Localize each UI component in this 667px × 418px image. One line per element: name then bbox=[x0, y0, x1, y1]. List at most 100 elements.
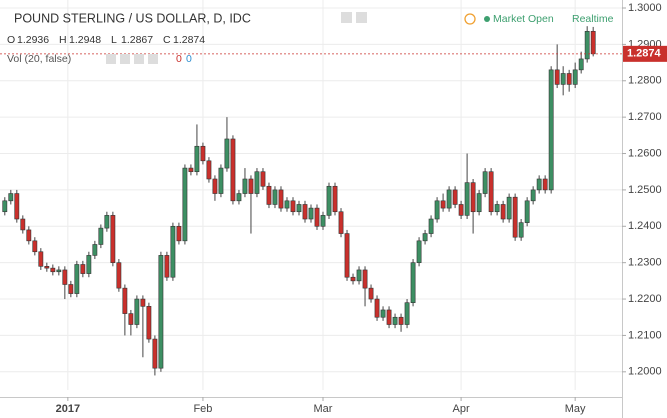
volume-value: 0 bbox=[186, 53, 192, 65]
candle-body bbox=[398, 316, 404, 325]
y-tick-label: 1.2300 bbox=[628, 257, 662, 269]
ohlc-key: L bbox=[111, 34, 117, 46]
axes: 1.2000 1.2100 1.2200 1.2300 1.2400 1.2500 1.26… bbox=[56, 2, 667, 415]
candle-body bbox=[122, 287, 128, 314]
y-tick-label: 1.2500 bbox=[628, 184, 662, 196]
status-dot bbox=[484, 16, 490, 22]
candle-body bbox=[272, 189, 278, 205]
ohlc-value: 1.2867 bbox=[121, 34, 153, 46]
candles bbox=[0, 26, 622, 376]
vol-icon[interactable] bbox=[134, 54, 144, 64]
ohlc-value: 1.2948 bbox=[69, 34, 101, 46]
candle-body bbox=[2, 200, 8, 213]
ohlc-legend: O 1.2936 H 1.2948 L 1.2867 C 1.2874 bbox=[7, 34, 205, 46]
vol-icon[interactable] bbox=[148, 54, 158, 64]
candle-body bbox=[452, 189, 458, 205]
vol-icon[interactable] bbox=[106, 54, 116, 64]
candle-body bbox=[152, 338, 158, 369]
candle-body bbox=[26, 229, 32, 242]
candle-body bbox=[566, 73, 572, 85]
candle-body bbox=[134, 298, 140, 325]
candle-body bbox=[164, 255, 170, 278]
candle-body bbox=[302, 204, 308, 220]
ohlc-key: H bbox=[59, 34, 67, 46]
candle-body bbox=[50, 267, 56, 273]
settings-icon[interactable] bbox=[341, 12, 352, 23]
candle-body bbox=[260, 171, 266, 187]
candle-body bbox=[68, 284, 74, 294]
candle-body bbox=[176, 225, 182, 242]
candle-body bbox=[458, 204, 464, 216]
candle-body bbox=[374, 298, 380, 318]
x-tick-label: Mar bbox=[314, 403, 333, 415]
candle-body bbox=[8, 193, 14, 202]
candle-body bbox=[236, 193, 242, 202]
candle-body bbox=[554, 69, 560, 85]
candle-body bbox=[446, 189, 452, 209]
candle-body bbox=[536, 178, 542, 191]
candle-body bbox=[140, 298, 146, 307]
candle-body bbox=[278, 189, 284, 209]
candle-body bbox=[518, 222, 524, 238]
candle-body bbox=[38, 251, 44, 267]
ohlc-value: 1.2874 bbox=[173, 34, 205, 46]
candle-body bbox=[296, 204, 302, 213]
candle-body bbox=[362, 269, 368, 289]
candle-body bbox=[158, 255, 164, 369]
candle-body bbox=[494, 204, 500, 213]
clock-icon bbox=[464, 13, 476, 25]
candle-body bbox=[482, 171, 488, 194]
x-tick-label: Apr bbox=[453, 403, 470, 415]
candle-body bbox=[416, 240, 422, 263]
candle-body bbox=[86, 255, 92, 274]
candle-body bbox=[326, 185, 332, 216]
candle-body bbox=[284, 200, 290, 209]
y-tick-label: 1.2700 bbox=[628, 111, 662, 123]
candle-body bbox=[146, 306, 152, 340]
candle-body bbox=[590, 30, 596, 55]
candle-body bbox=[440, 200, 446, 209]
candle-body bbox=[194, 145, 200, 173]
x-tick-label: May bbox=[565, 403, 586, 415]
candle-body bbox=[392, 316, 398, 325]
candle-body bbox=[560, 73, 566, 85]
candle-body bbox=[218, 167, 224, 194]
candle-body bbox=[92, 244, 98, 256]
y-tick-label: 1.3000 bbox=[628, 2, 662, 14]
candle-body bbox=[350, 276, 356, 282]
candle-body bbox=[224, 138, 230, 169]
candle-body bbox=[428, 218, 434, 234]
candle-body bbox=[56, 269, 62, 273]
candle-body bbox=[74, 264, 80, 294]
candle-body bbox=[20, 218, 26, 231]
format-icon[interactable] bbox=[356, 12, 367, 23]
candle-body bbox=[470, 182, 476, 213]
candle-body bbox=[512, 196, 518, 238]
candle-body bbox=[308, 207, 314, 220]
vol-icon[interactable] bbox=[120, 54, 130, 64]
candle-body bbox=[314, 207, 320, 227]
y-tick-label: 1.2800 bbox=[628, 75, 662, 87]
candle-body bbox=[32, 240, 38, 253]
candle-body bbox=[110, 215, 116, 263]
candle-body bbox=[188, 167, 194, 173]
candle-body bbox=[116, 262, 122, 289]
candle-body bbox=[524, 200, 530, 223]
x-tick-label: Feb bbox=[193, 403, 212, 415]
ohlc-key: C bbox=[163, 34, 171, 46]
candle-body bbox=[572, 69, 578, 85]
last-price-label: 1.2874 bbox=[627, 48, 662, 60]
candle-body bbox=[212, 178, 218, 194]
candle-body bbox=[254, 171, 260, 194]
candle-body bbox=[98, 227, 104, 245]
candle-body bbox=[488, 171, 494, 213]
candle-body bbox=[14, 193, 20, 220]
volume-label: Vol (20, false) bbox=[7, 53, 71, 65]
candle-body bbox=[338, 211, 344, 234]
candle-body bbox=[128, 313, 134, 325]
candle-body bbox=[104, 215, 110, 229]
y-tick-label: 1.2400 bbox=[628, 220, 662, 232]
candle-body bbox=[542, 178, 548, 191]
candle-body bbox=[266, 185, 272, 205]
